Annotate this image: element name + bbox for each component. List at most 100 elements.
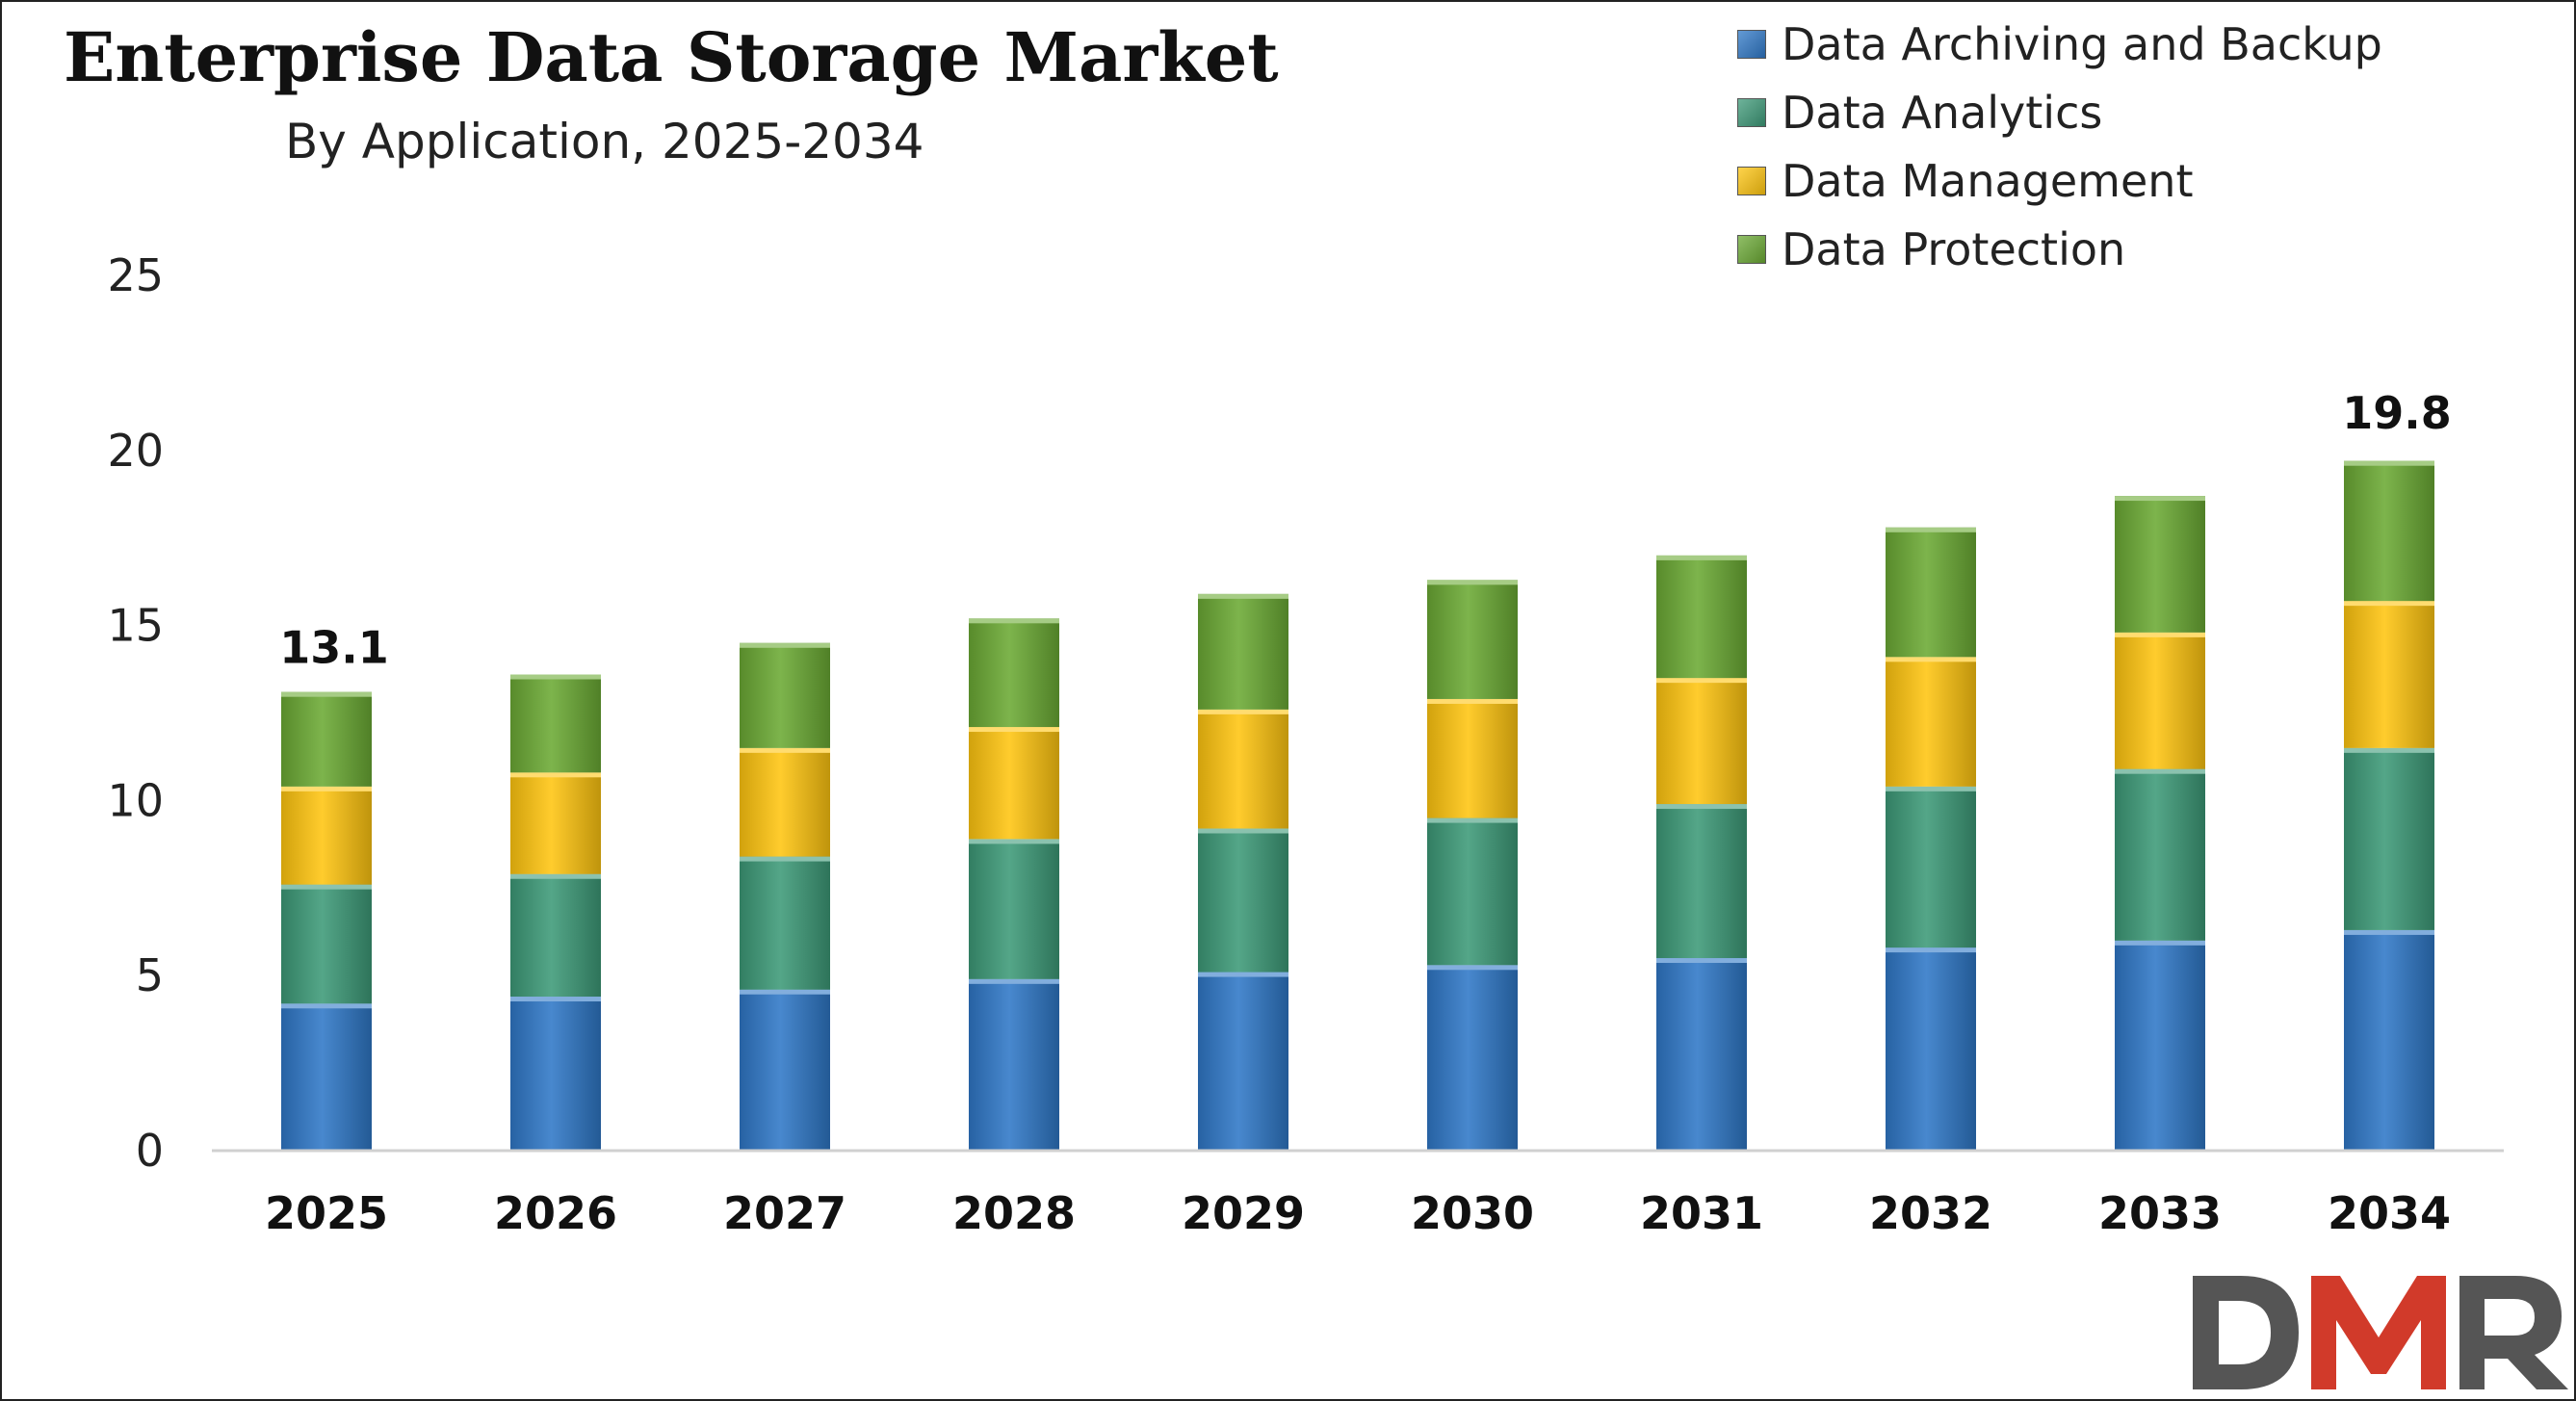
chart-subtitle: By Application, 2025-2034	[285, 114, 924, 169]
bar-segment-bevel	[969, 618, 1059, 624]
bar-segment-bevel	[281, 691, 372, 697]
y-tick-label: 0	[136, 1125, 164, 1177]
dmr-logo	[2193, 1276, 2568, 1389]
bar-segment-bevel	[281, 786, 372, 791]
bar-segment-bevel	[969, 727, 1059, 733]
bar-segment-bevel	[2115, 496, 2205, 502]
legend-item-management: Data Management	[1737, 146, 2382, 215]
bar-segment-bevel	[281, 1003, 372, 1009]
bar-segment-bevel	[510, 997, 601, 1002]
bar-segment	[281, 1003, 372, 1151]
bar-segment-bevel	[1656, 804, 1747, 810]
bar-segment	[1427, 698, 1518, 818]
legend-swatch-analytics	[1737, 97, 1766, 127]
bar-segment-bevel	[1427, 817, 1518, 823]
y-tick-label: 10	[107, 774, 164, 826]
bar-segment	[2344, 929, 2434, 1151]
bar-segment-bevel	[1427, 580, 1518, 585]
legend-item-archiving: Data Archiving and Backup	[1737, 10, 2382, 78]
bar-segment-bevel	[510, 873, 601, 879]
bar-segment-bevel	[510, 772, 601, 778]
legend-label-archiving: Data Archiving and Backup	[1782, 17, 2382, 70]
bar-segment-bevel	[1198, 972, 1288, 977]
y-tick-label: 15	[107, 600, 164, 652]
x-tick-label: 2026	[494, 1187, 617, 1239]
x-tick-label: 2034	[2328, 1187, 2451, 1239]
bar-segment	[281, 786, 372, 885]
y-tick-label: 25	[107, 249, 164, 301]
bar-stack-2025	[281, 691, 372, 1151]
legend-swatch-management	[1737, 166, 1766, 195]
bar-segment	[1427, 580, 1518, 699]
bar-segment	[740, 856, 830, 990]
bar-segment	[2115, 496, 2205, 633]
bar-segment	[281, 884, 372, 1004]
bar-segment	[510, 674, 601, 773]
bar-segment-bevel	[1198, 709, 1288, 714]
x-tick-label: 2025	[265, 1187, 388, 1239]
bar-segment-bevel	[2344, 747, 2434, 753]
bar-segment	[2115, 768, 2205, 941]
x-tick-label: 2032	[1869, 1187, 1992, 1239]
bar-segment	[2344, 601, 2434, 748]
bar-segment-bevel	[1427, 965, 1518, 971]
data-label: 19.8	[2342, 387, 2452, 439]
data-label: 13.1	[279, 622, 389, 674]
bar-segment-bevel	[2344, 460, 2434, 466]
legend-label-protection: Data Protection	[1782, 222, 2126, 275]
bar-stack-2030	[1427, 580, 1518, 1151]
bar-segment	[740, 989, 830, 1151]
bar-segment-bevel	[1886, 947, 1976, 953]
bar-segment	[510, 997, 601, 1151]
y-axis: 0 5 10 15 20 25	[107, 249, 164, 1177]
bar-segment	[281, 691, 372, 787]
bar-stack-2034	[2344, 460, 2434, 1151]
bar-stack-2026	[510, 674, 601, 1151]
bar-segment	[1198, 972, 1288, 1151]
bar-segment-bevel	[1198, 593, 1288, 599]
bar-segment	[510, 873, 601, 998]
bar-segment-bevel	[2344, 601, 2434, 607]
legend-item-protection: Data Protection	[1737, 215, 2382, 283]
bar-segment	[740, 747, 830, 857]
bar-segment-bevel	[281, 884, 372, 890]
bar-segment	[1656, 555, 1747, 679]
bar-segment-bevel	[1656, 958, 1747, 964]
bar-stack-2027	[740, 642, 830, 1151]
x-tick-label: 2028	[952, 1187, 1076, 1239]
bar-stacks	[281, 460, 2434, 1151]
bar-segment-bevel	[740, 856, 830, 862]
chart-legend: Data Archiving and Backup Data Analytics…	[1737, 10, 2382, 283]
bar-segment	[1656, 958, 1747, 1151]
legend-label-analytics: Data Analytics	[1782, 86, 2103, 139]
bar-segment-bevel	[969, 978, 1059, 984]
bar-segment-bevel	[740, 642, 830, 648]
bar-segment	[2115, 632, 2205, 769]
bar-segment	[1886, 527, 1976, 658]
bar-stack-2033	[2115, 496, 2205, 1151]
bar-stack-2029	[1198, 593, 1288, 1151]
bar-segment-bevel	[1427, 698, 1518, 704]
bar-segment-bevel	[510, 674, 601, 680]
bar-segment	[1656, 678, 1747, 805]
bar-segment-bevel	[1886, 786, 1976, 791]
bar-segment-bevel	[2115, 632, 2205, 637]
bar-segment	[969, 618, 1059, 728]
x-tick-label: 2027	[723, 1187, 846, 1239]
x-tick-label: 2031	[1640, 1187, 1763, 1239]
bar-segment	[740, 642, 830, 748]
bar-segment-bevel	[1656, 678, 1747, 684]
bar-segment	[1886, 786, 1976, 948]
bar-segment	[969, 839, 1059, 979]
y-tick-label: 20	[107, 425, 164, 477]
bar-segment-bevel	[969, 839, 1059, 844]
bar-segment	[1886, 947, 1976, 1151]
bar-stack-2028	[969, 618, 1059, 1151]
legend-item-analytics: Data Analytics	[1737, 78, 2382, 146]
bar-segment	[2344, 747, 2434, 930]
bar-segment	[1198, 828, 1288, 973]
bar-segment	[969, 978, 1059, 1151]
legend-label-management: Data Management	[1782, 154, 2194, 207]
bar-segment-bevel	[2115, 940, 2205, 946]
legend-swatch-protection	[1737, 234, 1766, 264]
